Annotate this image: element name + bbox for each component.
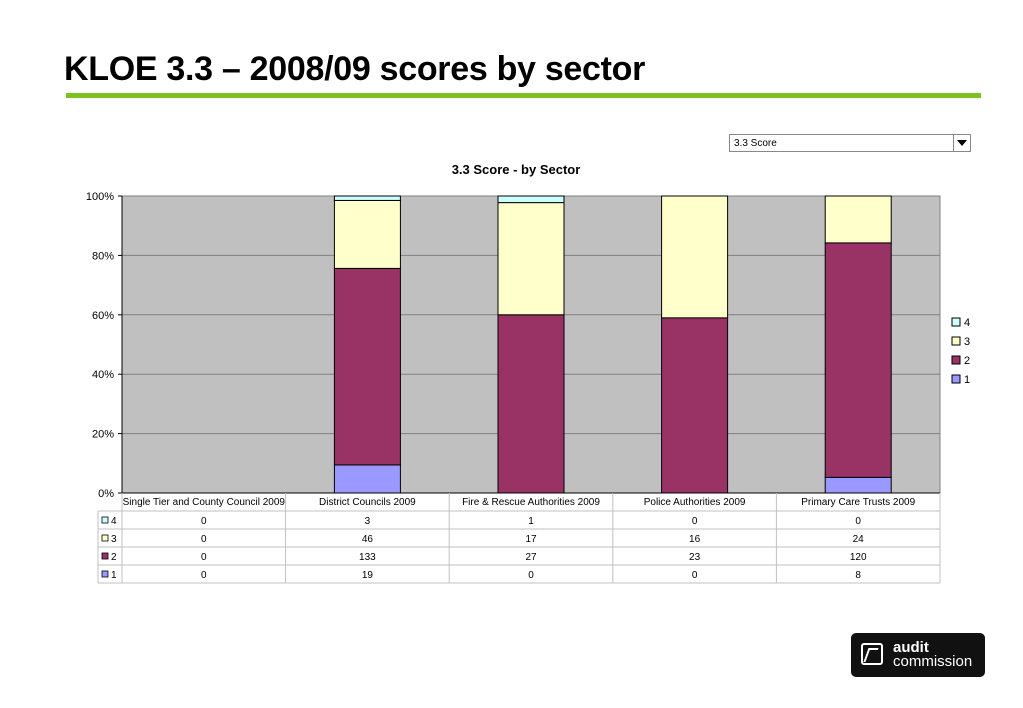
logo-text-commission: commission bbox=[893, 653, 973, 670]
bar-segment bbox=[333, 267, 401, 466]
data-table-value: 0 bbox=[528, 570, 534, 581]
data-table-value: 27 bbox=[525, 552, 537, 563]
legend-label: 1 bbox=[964, 374, 970, 386]
x-category-label: Single Tier and County Council 2009 bbox=[123, 497, 286, 508]
table-series-key bbox=[101, 534, 109, 542]
legend-label: 3 bbox=[964, 336, 970, 348]
score-filter-value: 3.3 Score bbox=[734, 138, 777, 149]
data-table-value: 17 bbox=[525, 534, 537, 545]
data-table-value: 120 bbox=[850, 552, 867, 563]
bar-segment bbox=[824, 476, 892, 494]
table-series-key bbox=[101, 552, 109, 560]
data-table-value: 16 bbox=[689, 534, 701, 545]
data-table-value: 0 bbox=[201, 516, 207, 527]
bar-segment bbox=[333, 464, 401, 494]
y-tick-label: 60% bbox=[92, 310, 114, 322]
x-category-label: District Councils 2009 bbox=[319, 497, 416, 508]
data-table-value: 8 bbox=[855, 570, 861, 581]
x-category-label: Primary Care Trusts 2009 bbox=[801, 497, 915, 508]
bar-segment bbox=[661, 195, 729, 319]
table-series-name: 1 bbox=[111, 570, 117, 581]
data-table-value: 24 bbox=[853, 534, 865, 545]
table-series-name: 2 bbox=[111, 552, 117, 563]
table-series-name: 4 bbox=[111, 516, 117, 527]
data-table-value: 0 bbox=[692, 570, 698, 581]
data-table-value: 133 bbox=[359, 552, 376, 563]
chevron-down-icon[interactable] bbox=[953, 135, 970, 151]
table-series-key bbox=[101, 516, 109, 524]
bar-segment bbox=[333, 199, 401, 269]
data-table-value: 19 bbox=[362, 570, 374, 581]
bar-segment bbox=[497, 314, 565, 494]
bar-segment bbox=[333, 195, 401, 201]
bar-segment bbox=[497, 202, 565, 316]
y-tick-label: 20% bbox=[92, 429, 114, 441]
logo-text-audit: audit bbox=[893, 639, 929, 656]
data-table-value: 0 bbox=[855, 516, 861, 527]
audit-commission-logo: audit commission bbox=[851, 633, 985, 677]
chart-title: 3.3 Score - by Sector bbox=[452, 162, 581, 177]
table-series-name: 3 bbox=[111, 534, 117, 545]
page-title: KLOE 3.3 – 2008/09 scores by sector bbox=[64, 50, 646, 88]
y-tick-label: 0% bbox=[98, 488, 114, 500]
bar-segment bbox=[824, 242, 892, 478]
data-table-value: 0 bbox=[201, 552, 207, 563]
x-category-label: Fire & Rescue Authorities 2009 bbox=[462, 497, 600, 508]
data-table-value: 0 bbox=[201, 570, 207, 581]
legend-swatch bbox=[951, 374, 961, 384]
y-tick-label: 40% bbox=[92, 369, 114, 381]
data-table-value: 0 bbox=[201, 534, 207, 545]
data-table-value: 23 bbox=[689, 552, 701, 563]
legend-swatch bbox=[951, 355, 961, 365]
data-table-value: 0 bbox=[692, 516, 698, 527]
x-category-label: Police Authorities 2009 bbox=[644, 497, 746, 508]
logo-mark-icon bbox=[861, 643, 883, 665]
legend-label: 2 bbox=[964, 355, 970, 367]
bar-segment bbox=[661, 317, 729, 494]
data-table-value: 3 bbox=[365, 516, 371, 527]
bar-segment bbox=[824, 195, 892, 244]
legend-swatch bbox=[951, 336, 961, 346]
legend-swatch bbox=[951, 317, 961, 327]
data-table-value: 1 bbox=[528, 516, 534, 527]
y-tick-label: 100% bbox=[86, 191, 114, 203]
legend-label: 4 bbox=[964, 317, 970, 329]
score-filter-dropdown[interactable]: 3.3 Score bbox=[729, 134, 971, 152]
bar-segment bbox=[497, 195, 565, 204]
title-underline bbox=[66, 93, 981, 98]
data-table-value: 46 bbox=[362, 534, 374, 545]
table-series-key bbox=[101, 570, 109, 578]
y-tick-label: 80% bbox=[92, 250, 114, 262]
